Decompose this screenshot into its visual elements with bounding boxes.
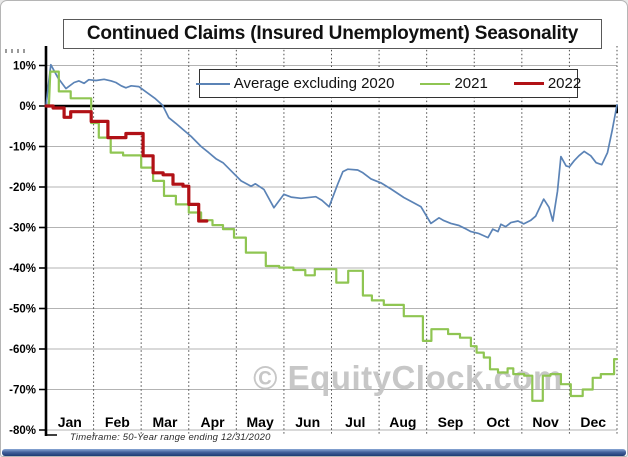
- legend-label-2022: 2022: [547, 75, 582, 92]
- watermark-text: © EquityClock.com: [253, 359, 563, 396]
- x-month-label: Nov: [532, 414, 559, 430]
- x-month-label: Mar: [153, 414, 178, 430]
- x-month-label: Aug: [389, 414, 416, 430]
- x-month-label: Jan: [58, 414, 82, 430]
- y-tick-label: -80%: [9, 425, 36, 437]
- x-month-label: Sep: [438, 414, 464, 430]
- y-tick-label: -60%: [9, 344, 36, 356]
- legend-label-2021: 2021: [454, 75, 488, 92]
- corner-dots-artifact: [5, 49, 27, 53]
- y-tick-label: -20%: [9, 182, 36, 194]
- timeframe-note: Timeframe: 50-Year range ending 12/31/20…: [70, 432, 271, 443]
- x-month-label: Jun: [295, 414, 320, 430]
- series-line-2021: [44, 70, 619, 402]
- x-month-label: Oct: [486, 414, 510, 430]
- legend-line-sample-2021: [420, 82, 451, 85]
- chart-title-box: Continued Claims (Insured Unemployment) …: [63, 19, 602, 49]
- y-tick-label: -70%: [9, 385, 36, 397]
- series-line-average-excluding-2020: [45, 63, 618, 239]
- x-month-label: Feb: [105, 414, 130, 430]
- y-tick-label: 0%: [19, 101, 36, 113]
- legend-item-2022: 2022: [513, 75, 582, 92]
- legend-item-average: Average excluding 2020: [195, 75, 395, 92]
- y-tick-label: -30%: [9, 223, 36, 235]
- legend-item-2021: 2021: [420, 75, 488, 92]
- x-month-label: Jul: [345, 414, 365, 430]
- legend-line-sample-average: [195, 82, 230, 85]
- series-line-2022: [44, 104, 209, 223]
- legend-label-average: Average excluding 2020: [233, 75, 395, 92]
- legend: Average excluding 2020 2021 2022: [195, 69, 582, 98]
- x-month-label: May: [247, 414, 274, 430]
- x-month-label: Apr: [200, 414, 225, 430]
- chart-title: Continued Claims (Insured Unemployment) …: [86, 23, 579, 44]
- y-tick-label: -40%: [9, 263, 36, 275]
- y-tick-label: -50%: [9, 304, 36, 316]
- window-bottom-bar: [2, 449, 626, 456]
- x-month-label: Dec: [580, 414, 606, 430]
- legend-line-sample-2022: [513, 82, 544, 85]
- y-tick-label: -10%: [9, 142, 36, 154]
- y-tick-label: 10%: [13, 61, 36, 73]
